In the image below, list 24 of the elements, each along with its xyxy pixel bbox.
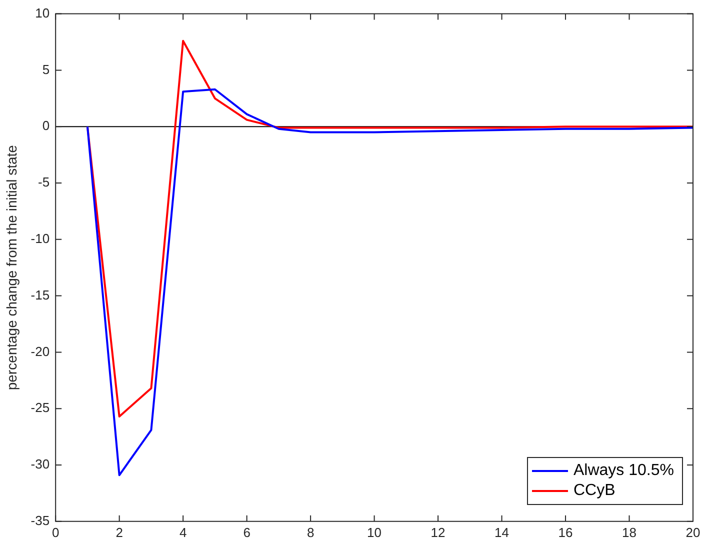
legend-label: CCyB: [574, 481, 616, 501]
y-tick-label: -20: [30, 344, 50, 359]
y-tick-label: -5: [38, 174, 50, 190]
x-tick-label: 0: [52, 524, 60, 540]
legend-label: Always 10.5%: [574, 461, 674, 481]
x-tick-label: 8: [306, 524, 314, 540]
x-tick-label: 4: [179, 524, 187, 540]
y-tick-label: -25: [30, 400, 50, 416]
x-tick-label: 14: [494, 524, 510, 540]
x-tick-label: 20: [686, 524, 700, 540]
x-tick-label: 2: [116, 524, 123, 540]
y-tick-label: 10: [35, 5, 50, 20]
y-tick-label: -30: [30, 456, 50, 472]
y-axis-title: percentage change from the initial state: [3, 144, 20, 390]
y-tick-label: 5: [42, 62, 50, 77]
y-tick-label: -35: [30, 512, 50, 528]
y-tick-label: 0: [42, 118, 50, 134]
x-tick-label: 16: [558, 524, 573, 540]
x-tick-label: 18: [622, 524, 636, 540]
x-tick-label: 10: [367, 524, 382, 540]
y-tick-label: -15: [30, 287, 50, 302]
x-tick-label: 12: [430, 524, 446, 540]
y-tick-label: -10: [30, 230, 50, 246]
x-tick-label: 6: [243, 524, 250, 540]
